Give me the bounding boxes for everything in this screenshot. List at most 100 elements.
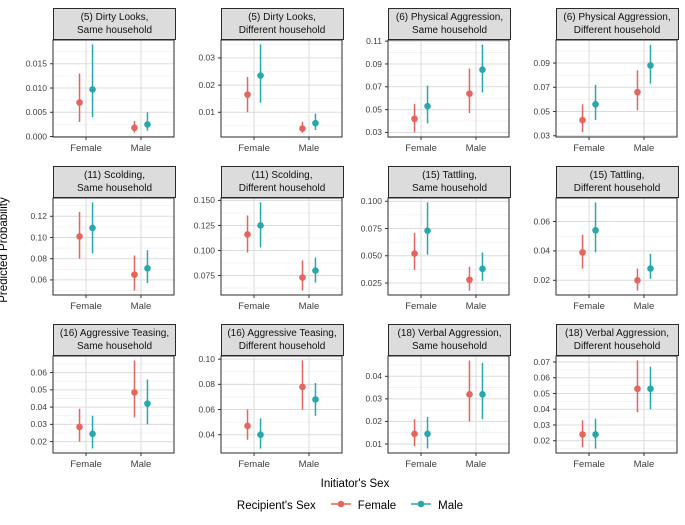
point-estimate bbox=[633, 385, 641, 393]
point-estimate bbox=[466, 276, 473, 284]
y-tick-label: 0.03 bbox=[533, 420, 550, 430]
y-tick-label: 0.09 bbox=[365, 59, 382, 69]
point-estimate bbox=[411, 250, 418, 257]
point-estimate bbox=[424, 227, 431, 234]
y-tick-label: 0.06 bbox=[533, 216, 550, 226]
y-tick-label: 0.06 bbox=[30, 275, 47, 285]
x-tick-label: Female bbox=[70, 301, 102, 312]
y-tick-label: 0.075 bbox=[193, 270, 215, 280]
y-tick-label: 0.12 bbox=[30, 211, 47, 221]
point-estimate bbox=[243, 91, 251, 98]
x-tick-label: Female bbox=[405, 301, 437, 312]
legend-label-male: Male bbox=[438, 499, 464, 512]
point-estimate bbox=[298, 383, 306, 391]
point-estimate bbox=[76, 233, 83, 240]
point-estimate bbox=[411, 115, 418, 123]
y-tick-label: 0.05 bbox=[365, 104, 382, 114]
point-estimate bbox=[479, 265, 486, 273]
x-axis-title: Initiator's Sex bbox=[320, 478, 390, 490]
x-tick-label: Female bbox=[70, 143, 102, 154]
facet: (11) Scolding, Same household 0.06 0.08 0.10… bbox=[16, 166, 176, 313]
point-estimate bbox=[578, 249, 586, 256]
facet: (18) Verbal Aggression, Different househo… bbox=[519, 324, 679, 471]
y-tick-label: 0.02 bbox=[533, 436, 550, 446]
facet-plot: 0.000 0.005 0.010 0.015 Female Male bbox=[26, 39, 175, 154]
y-tick-label: 0.03 bbox=[198, 53, 215, 63]
facet-plot: 0.03 0.05 0.07 0.09 0.11 Female Male bbox=[365, 36, 510, 154]
y-tick-label: 0.05 bbox=[30, 385, 47, 395]
y-tick-label: 0.03 bbox=[365, 127, 382, 137]
point-estimate bbox=[424, 102, 431, 110]
point-estimate bbox=[144, 121, 151, 128]
facet-title: (6) Physical Aggression, Same household bbox=[388, 8, 511, 40]
legend-label-female: Female bbox=[357, 499, 397, 512]
point-estimate bbox=[479, 66, 486, 73]
point-estimate bbox=[256, 72, 264, 79]
y-tick-label: 0.06 bbox=[30, 367, 47, 377]
facet-title: (5) Dirty Looks, Different household bbox=[220, 8, 344, 40]
y-tick-label: 0.050 bbox=[361, 251, 383, 261]
y-tick-label: 0.08 bbox=[30, 254, 47, 264]
x-tick-label: Male bbox=[298, 301, 319, 312]
point-estimate bbox=[298, 125, 306, 132]
y-tick-label: 0.010 bbox=[26, 83, 48, 93]
facet: (5) Dirty Looks, Different household 0.01 0… bbox=[184, 8, 344, 155]
y-tick-label: 0.05 bbox=[533, 106, 550, 116]
facet-grid: (5) Dirty Looks, Same household 0.000 0.005… bbox=[16, 8, 680, 471]
x-tick-label: Female bbox=[238, 301, 270, 312]
facet-plot: 0.075 0.100 0.125 0.150 Female Male bbox=[193, 195, 342, 312]
point-estimate bbox=[131, 124, 138, 132]
legend: Recipient's Sex Female Male bbox=[0, 498, 685, 513]
y-tick-label: 0.005 bbox=[26, 107, 48, 117]
x-tick-label: Male bbox=[131, 301, 152, 312]
point-estimate bbox=[144, 400, 151, 407]
facet: (18) Verbal Aggression, Same household 0.0… bbox=[351, 324, 511, 471]
y-tick-label: 0.10 bbox=[198, 354, 215, 364]
x-tick-label: Male bbox=[466, 301, 487, 312]
x-tick-label: Female bbox=[573, 459, 605, 470]
y-tick-label: 0.02 bbox=[533, 275, 550, 285]
y-tick-label: 0.07 bbox=[365, 82, 382, 92]
y-tick-label: 0.03 bbox=[533, 131, 550, 141]
y-tick-label: 0.06 bbox=[533, 373, 550, 383]
y-tick-label: 0.09 bbox=[533, 58, 550, 68]
point-estimate bbox=[311, 396, 319, 403]
y-tick-label: 0.04 bbox=[533, 404, 550, 414]
facet-title: (11) Scolding, Same household bbox=[53, 166, 176, 198]
y-tick-label: 0.05 bbox=[533, 388, 550, 398]
x-tick-label: Male bbox=[633, 301, 654, 312]
y-tick-label: 0.02 bbox=[30, 436, 47, 446]
facet-title: (16) Aggressive Teasing, Different househ… bbox=[220, 324, 344, 356]
x-tick-label: Female bbox=[573, 301, 605, 312]
facet-title: (5) Dirty Looks, Same household bbox=[53, 8, 176, 40]
point-estimate bbox=[243, 231, 251, 238]
y-tick-label: 0.100 bbox=[361, 196, 383, 206]
legend-entry-male: Male bbox=[410, 498, 463, 513]
point-estimate bbox=[256, 431, 264, 439]
x-tick-label: Female bbox=[70, 459, 102, 470]
point-estimate bbox=[298, 274, 306, 281]
facet: (16) Aggressive Teasing, Different househ… bbox=[184, 324, 344, 471]
y-tick-label: 0.04 bbox=[533, 246, 550, 256]
y-tick-label: 0.06 bbox=[198, 404, 215, 414]
y-tick-label: 0.000 bbox=[26, 131, 48, 141]
facet: (15) Tattling, Different household 0.02 0.0… bbox=[519, 166, 679, 313]
y-tick-label: 0.125 bbox=[193, 220, 215, 230]
point-estimate bbox=[578, 116, 586, 124]
point-estimate bbox=[89, 224, 96, 232]
y-tick-label: 0.075 bbox=[361, 223, 383, 233]
point-estimate bbox=[646, 62, 654, 69]
facet: (15) Tattling, Same household 0.025 0.050 0.… bbox=[351, 166, 511, 313]
point-estimate bbox=[578, 431, 586, 438]
female-point-glyph bbox=[330, 498, 352, 513]
point-estimate bbox=[633, 88, 641, 96]
facet: (5) Dirty Looks, Same household 0.000 0.005… bbox=[16, 8, 176, 155]
point-estimate bbox=[479, 391, 486, 398]
y-tick-label: 0.10 bbox=[30, 232, 47, 242]
point-estimate bbox=[89, 86, 96, 93]
y-tick-label: 0.100 bbox=[193, 245, 215, 255]
y-tick-label: 0.03 bbox=[30, 419, 47, 429]
point-estimate bbox=[633, 277, 641, 284]
facet-plot: 0.04 0.06 0.08 0.10 Female Male bbox=[198, 354, 342, 470]
point-estimate bbox=[89, 430, 96, 438]
